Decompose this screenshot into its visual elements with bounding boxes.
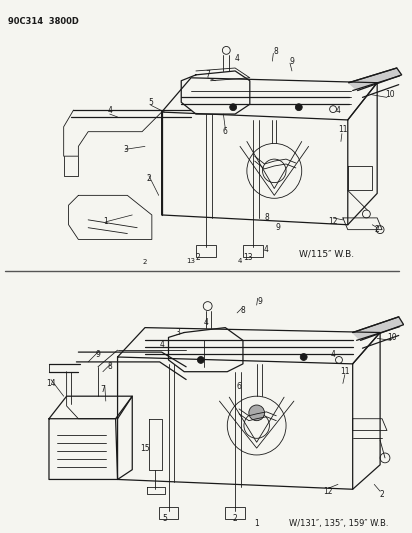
Circle shape — [197, 357, 204, 364]
Text: 2: 2 — [233, 514, 237, 523]
Circle shape — [295, 104, 302, 111]
Text: 7: 7 — [205, 70, 210, 79]
Text: 8: 8 — [108, 362, 112, 372]
Circle shape — [230, 104, 236, 111]
Text: W/115″ W.B.: W/115″ W.B. — [299, 249, 354, 259]
Text: 8: 8 — [274, 47, 279, 56]
Text: 9: 9 — [276, 223, 281, 232]
Bar — [243, 245, 262, 257]
Bar — [196, 245, 215, 257]
Text: 7: 7 — [101, 385, 105, 394]
Polygon shape — [353, 317, 404, 341]
Text: 6: 6 — [223, 127, 228, 136]
Text: 14: 14 — [46, 379, 56, 388]
Text: 2: 2 — [375, 225, 379, 234]
Text: 4: 4 — [335, 106, 340, 115]
Text: 5: 5 — [148, 98, 153, 107]
Text: 10: 10 — [387, 333, 397, 342]
Text: 8: 8 — [264, 213, 269, 222]
Text: 11: 11 — [338, 125, 348, 134]
Text: 3: 3 — [123, 145, 128, 154]
Text: 2: 2 — [380, 490, 384, 499]
Text: 90C314  3800D: 90C314 3800D — [8, 18, 79, 27]
Text: 15: 15 — [140, 443, 150, 453]
Text: 9: 9 — [257, 297, 262, 305]
Bar — [159, 507, 178, 519]
Text: 13: 13 — [187, 258, 196, 264]
Text: 11: 11 — [340, 367, 350, 376]
Text: 1: 1 — [103, 217, 108, 227]
Text: 10: 10 — [385, 90, 395, 99]
Text: 4: 4 — [264, 245, 269, 254]
Text: 4: 4 — [107, 106, 112, 115]
Bar — [225, 507, 245, 519]
Text: 5: 5 — [162, 514, 167, 523]
Text: 8: 8 — [241, 306, 245, 316]
Text: 1: 1 — [254, 519, 259, 528]
Text: 12: 12 — [323, 487, 333, 496]
Circle shape — [300, 353, 307, 360]
Polygon shape — [349, 68, 402, 91]
Text: 12: 12 — [328, 217, 338, 227]
Text: 2: 2 — [143, 259, 147, 265]
Circle shape — [249, 405, 265, 421]
Text: 4: 4 — [159, 340, 164, 349]
Text: 2: 2 — [196, 253, 200, 262]
Text: 9: 9 — [96, 350, 101, 359]
Text: 9: 9 — [290, 56, 295, 66]
Text: 4: 4 — [238, 258, 242, 264]
Text: 4: 4 — [331, 350, 335, 359]
Text: 6: 6 — [236, 382, 241, 391]
Text: 4: 4 — [203, 318, 208, 327]
Text: 4: 4 — [235, 54, 239, 63]
Text: 13: 13 — [243, 253, 253, 262]
Text: 3: 3 — [176, 328, 181, 337]
Text: W/131″, 135″, 159″ W.B.: W/131″, 135″, 159″ W.B. — [289, 519, 389, 528]
Text: 2: 2 — [147, 174, 151, 183]
